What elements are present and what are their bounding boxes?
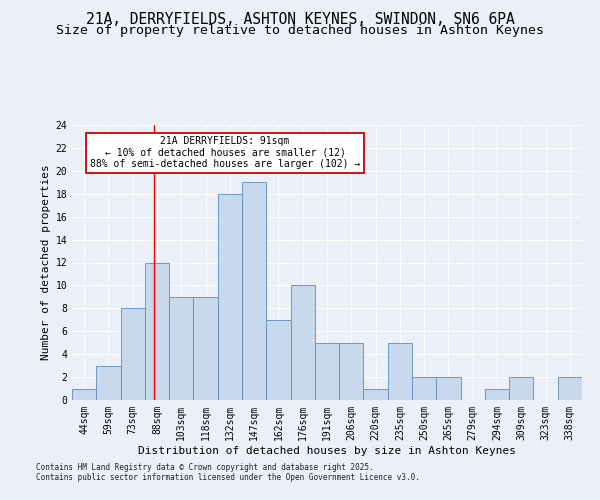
Text: 21A DERRYFIELDS: 91sqm
← 10% of detached houses are smaller (12)
88% of semi-det: 21A DERRYFIELDS: 91sqm ← 10% of detached… bbox=[90, 136, 360, 169]
Text: Contains HM Land Registry data © Crown copyright and database right 2025.
Contai: Contains HM Land Registry data © Crown c… bbox=[36, 462, 420, 482]
Bar bbox=[242, 182, 266, 400]
Bar bbox=[266, 320, 290, 400]
Bar bbox=[509, 377, 533, 400]
Bar bbox=[218, 194, 242, 400]
Bar bbox=[121, 308, 145, 400]
X-axis label: Distribution of detached houses by size in Ashton Keynes: Distribution of detached houses by size … bbox=[138, 446, 516, 456]
Bar bbox=[96, 366, 121, 400]
Bar bbox=[485, 388, 509, 400]
Bar bbox=[145, 262, 169, 400]
Bar bbox=[72, 388, 96, 400]
Bar bbox=[315, 342, 339, 400]
Text: 21A, DERRYFIELDS, ASHTON KEYNES, SWINDON, SN6 6PA: 21A, DERRYFIELDS, ASHTON KEYNES, SWINDON… bbox=[86, 12, 514, 28]
Text: Size of property relative to detached houses in Ashton Keynes: Size of property relative to detached ho… bbox=[56, 24, 544, 37]
Bar bbox=[193, 297, 218, 400]
Bar bbox=[412, 377, 436, 400]
Bar bbox=[388, 342, 412, 400]
Bar bbox=[169, 297, 193, 400]
Bar bbox=[364, 388, 388, 400]
Bar bbox=[290, 286, 315, 400]
Bar bbox=[339, 342, 364, 400]
Bar bbox=[558, 377, 582, 400]
Bar bbox=[436, 377, 461, 400]
Y-axis label: Number of detached properties: Number of detached properties bbox=[41, 164, 51, 360]
